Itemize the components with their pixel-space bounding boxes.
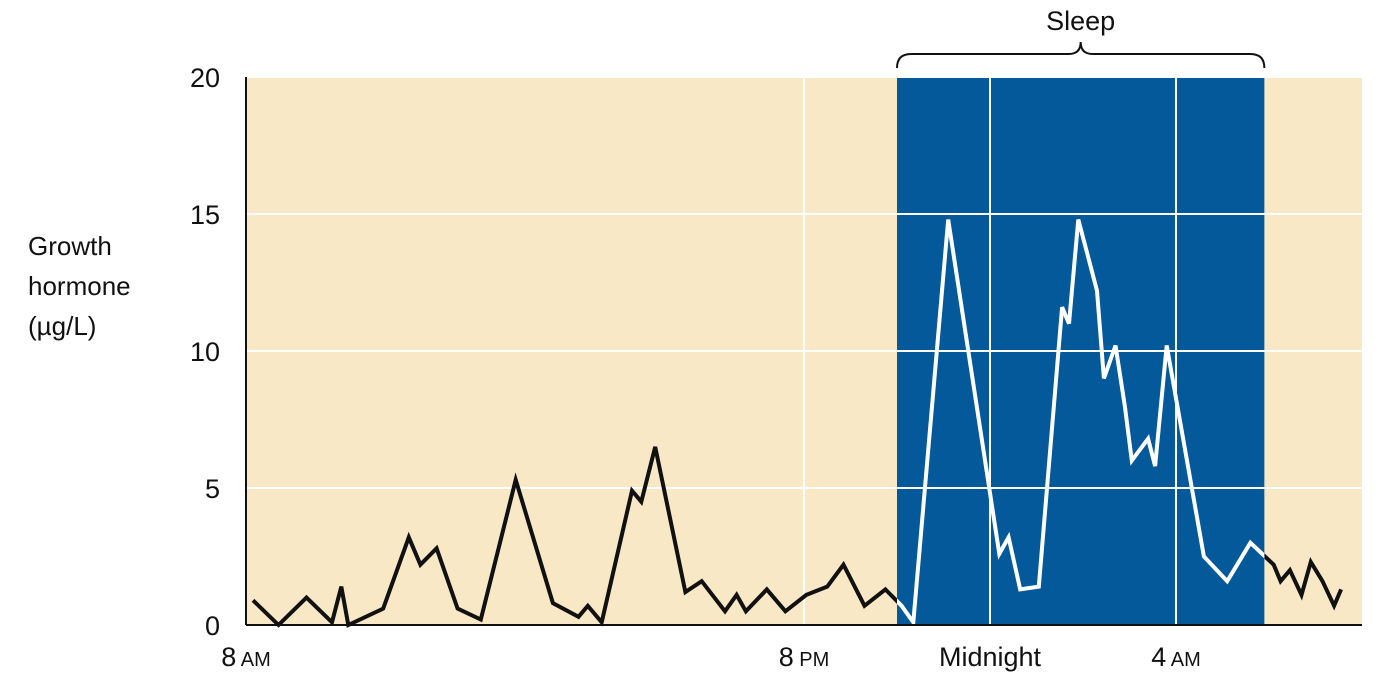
axes <box>245 77 1362 626</box>
y-tick-label: 10 <box>190 337 220 367</box>
x-tick-suffix: AM <box>1166 649 1200 671</box>
y-tick-label: 20 <box>190 63 220 93</box>
x-tick-suffix: PM <box>794 649 830 671</box>
y-axis-label-line-3: (µg/L) <box>28 311 96 341</box>
y-tick-label: 0 <box>205 611 220 641</box>
x-tick-main: 8 <box>221 642 236 672</box>
series-layer <box>251 218 1343 628</box>
sleep-annotation: Sleep <box>896 6 1266 69</box>
x-tick-label: 8 PM <box>779 642 830 672</box>
growth-hormone-line-sleep <box>897 218 1265 628</box>
x-tick-main: 4 <box>1151 642 1166 672</box>
x-tick-main: 8 <box>779 642 794 672</box>
y-tick-label: 15 <box>190 200 220 230</box>
x-tick-suffix: AM <box>236 649 270 671</box>
x-tick-labels: 8 AM 8 PM Midnight 4 AM <box>221 642 1200 672</box>
y-axis-label: Growth hormone (µg/L) <box>28 231 131 341</box>
y-axis-label-line-1: Growth <box>28 231 112 261</box>
sleep-brace <box>896 41 1266 69</box>
x-tick-main: Midnight <box>939 642 1042 672</box>
y-tick-labels: 0 5 10 15 20 <box>190 63 220 641</box>
y-axis-label-line-2: hormone <box>28 271 131 301</box>
y-tick-label: 5 <box>205 474 220 504</box>
x-tick-label: 8 AM <box>221 642 270 672</box>
sleep-label: Sleep <box>1046 6 1115 36</box>
x-tick-label: Midnight <box>939 642 1042 672</box>
gridlines <box>246 76 1362 625</box>
x-tick-label: 4 AM <box>1151 642 1200 672</box>
